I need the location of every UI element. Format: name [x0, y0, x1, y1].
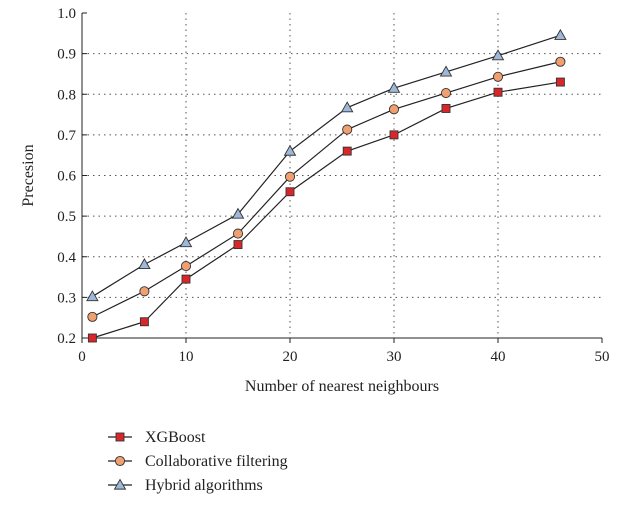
- data-point-1-2: [180, 261, 192, 272]
- data-point-1-4: [284, 171, 296, 182]
- x-tick-label-0: 0: [78, 349, 86, 365]
- data-point-2-3: [231, 207, 245, 219]
- data-point-0-5: [342, 146, 352, 156]
- series-2: [86, 28, 567, 302]
- legend-item-2: Hybrid algorithms: [108, 477, 263, 494]
- y-axis-label: Precesion: [20, 144, 37, 206]
- data-point-2-8: [491, 49, 505, 61]
- data-point-2-0: [86, 290, 99, 302]
- data-point-2-1: [138, 258, 151, 270]
- y-tick-label-4: 0.6: [57, 169, 76, 185]
- data-point-2-9: [554, 28, 567, 40]
- grid: [82, 13, 602, 338]
- legend-marker-0: [115, 432, 125, 442]
- x-axis-label: Number of nearest neighbours: [245, 378, 439, 395]
- data-point-1-1: [139, 286, 150, 297]
- y-tick-label-3: 0.5: [57, 209, 76, 225]
- x-tick-label-4: 40: [491, 349, 506, 365]
- data-point-0-2: [181, 274, 191, 284]
- data-point-0-4: [285, 187, 295, 197]
- legend: XGBoost Collaborative filtering Hybrid alg…: [108, 429, 288, 494]
- series-0: [87, 77, 565, 343]
- data-point-0-1: [139, 317, 149, 327]
- data-point-2-7: [439, 65, 453, 77]
- data-point-1-6: [388, 104, 400, 115]
- data-point-1-0: [87, 311, 98, 322]
- legend-marker-1: [114, 455, 126, 467]
- series-line-0: [92, 81, 561, 339]
- data-point-0-3: [233, 240, 243, 250]
- data-point-0-6: [389, 130, 399, 140]
- x-tick-label-5: 50: [595, 349, 610, 365]
- data-point-0-0: [87, 333, 97, 343]
- data-point-1-5: [342, 124, 353, 135]
- x-tick-label-3: 30: [387, 349, 402, 365]
- data-point-2-2: [179, 236, 193, 248]
- legend-label-1: Collaborative filtering: [145, 453, 288, 470]
- legend-item-0: XGBoost: [108, 429, 206, 446]
- y-tick-label-2: 0.4: [57, 250, 76, 266]
- y-tick-label-7: 0.9: [57, 47, 76, 63]
- series-line-2: [92, 34, 561, 298]
- data-point-1-3: [232, 228, 244, 239]
- y-tick-label-5: 0.7: [57, 128, 76, 144]
- x-tick-label-1: 10: [179, 349, 194, 365]
- series-layer: [86, 28, 567, 343]
- axes: 0 10 20 30 40 50 0.2 0.3 0.4 0.5 0.6 0.7 0.8 0.9 1.0: [57, 6, 609, 365]
- data-point-2-6: [387, 81, 401, 93]
- legend-label-2: Hybrid algorithms: [145, 477, 263, 494]
- y-tick-label-6: 0.8: [57, 87, 76, 103]
- data-point-0-9: [555, 77, 565, 87]
- data-point-1-7: [440, 87, 452, 99]
- y-tick-label-1: 0.3: [57, 290, 76, 306]
- data-point-0-8: [493, 87, 503, 97]
- series-line-1: [92, 61, 561, 318]
- data-point-1-9: [555, 56, 566, 67]
- data-point-2-4: [283, 144, 297, 156]
- legend-item-1: Collaborative filtering: [108, 453, 288, 470]
- data-point-0-7: [441, 104, 451, 113]
- series-1: [87, 56, 566, 322]
- y-tick-label-0: 0.2: [57, 331, 76, 347]
- data-point-1-8: [492, 71, 504, 82]
- x-tick-label-2: 20: [283, 349, 298, 365]
- data-point-2-5: [340, 101, 354, 113]
- legend-marker-2: [113, 478, 127, 490]
- legend-label-0: XGBoost: [145, 429, 206, 446]
- y-tick-label-8: 1.0: [57, 6, 76, 22]
